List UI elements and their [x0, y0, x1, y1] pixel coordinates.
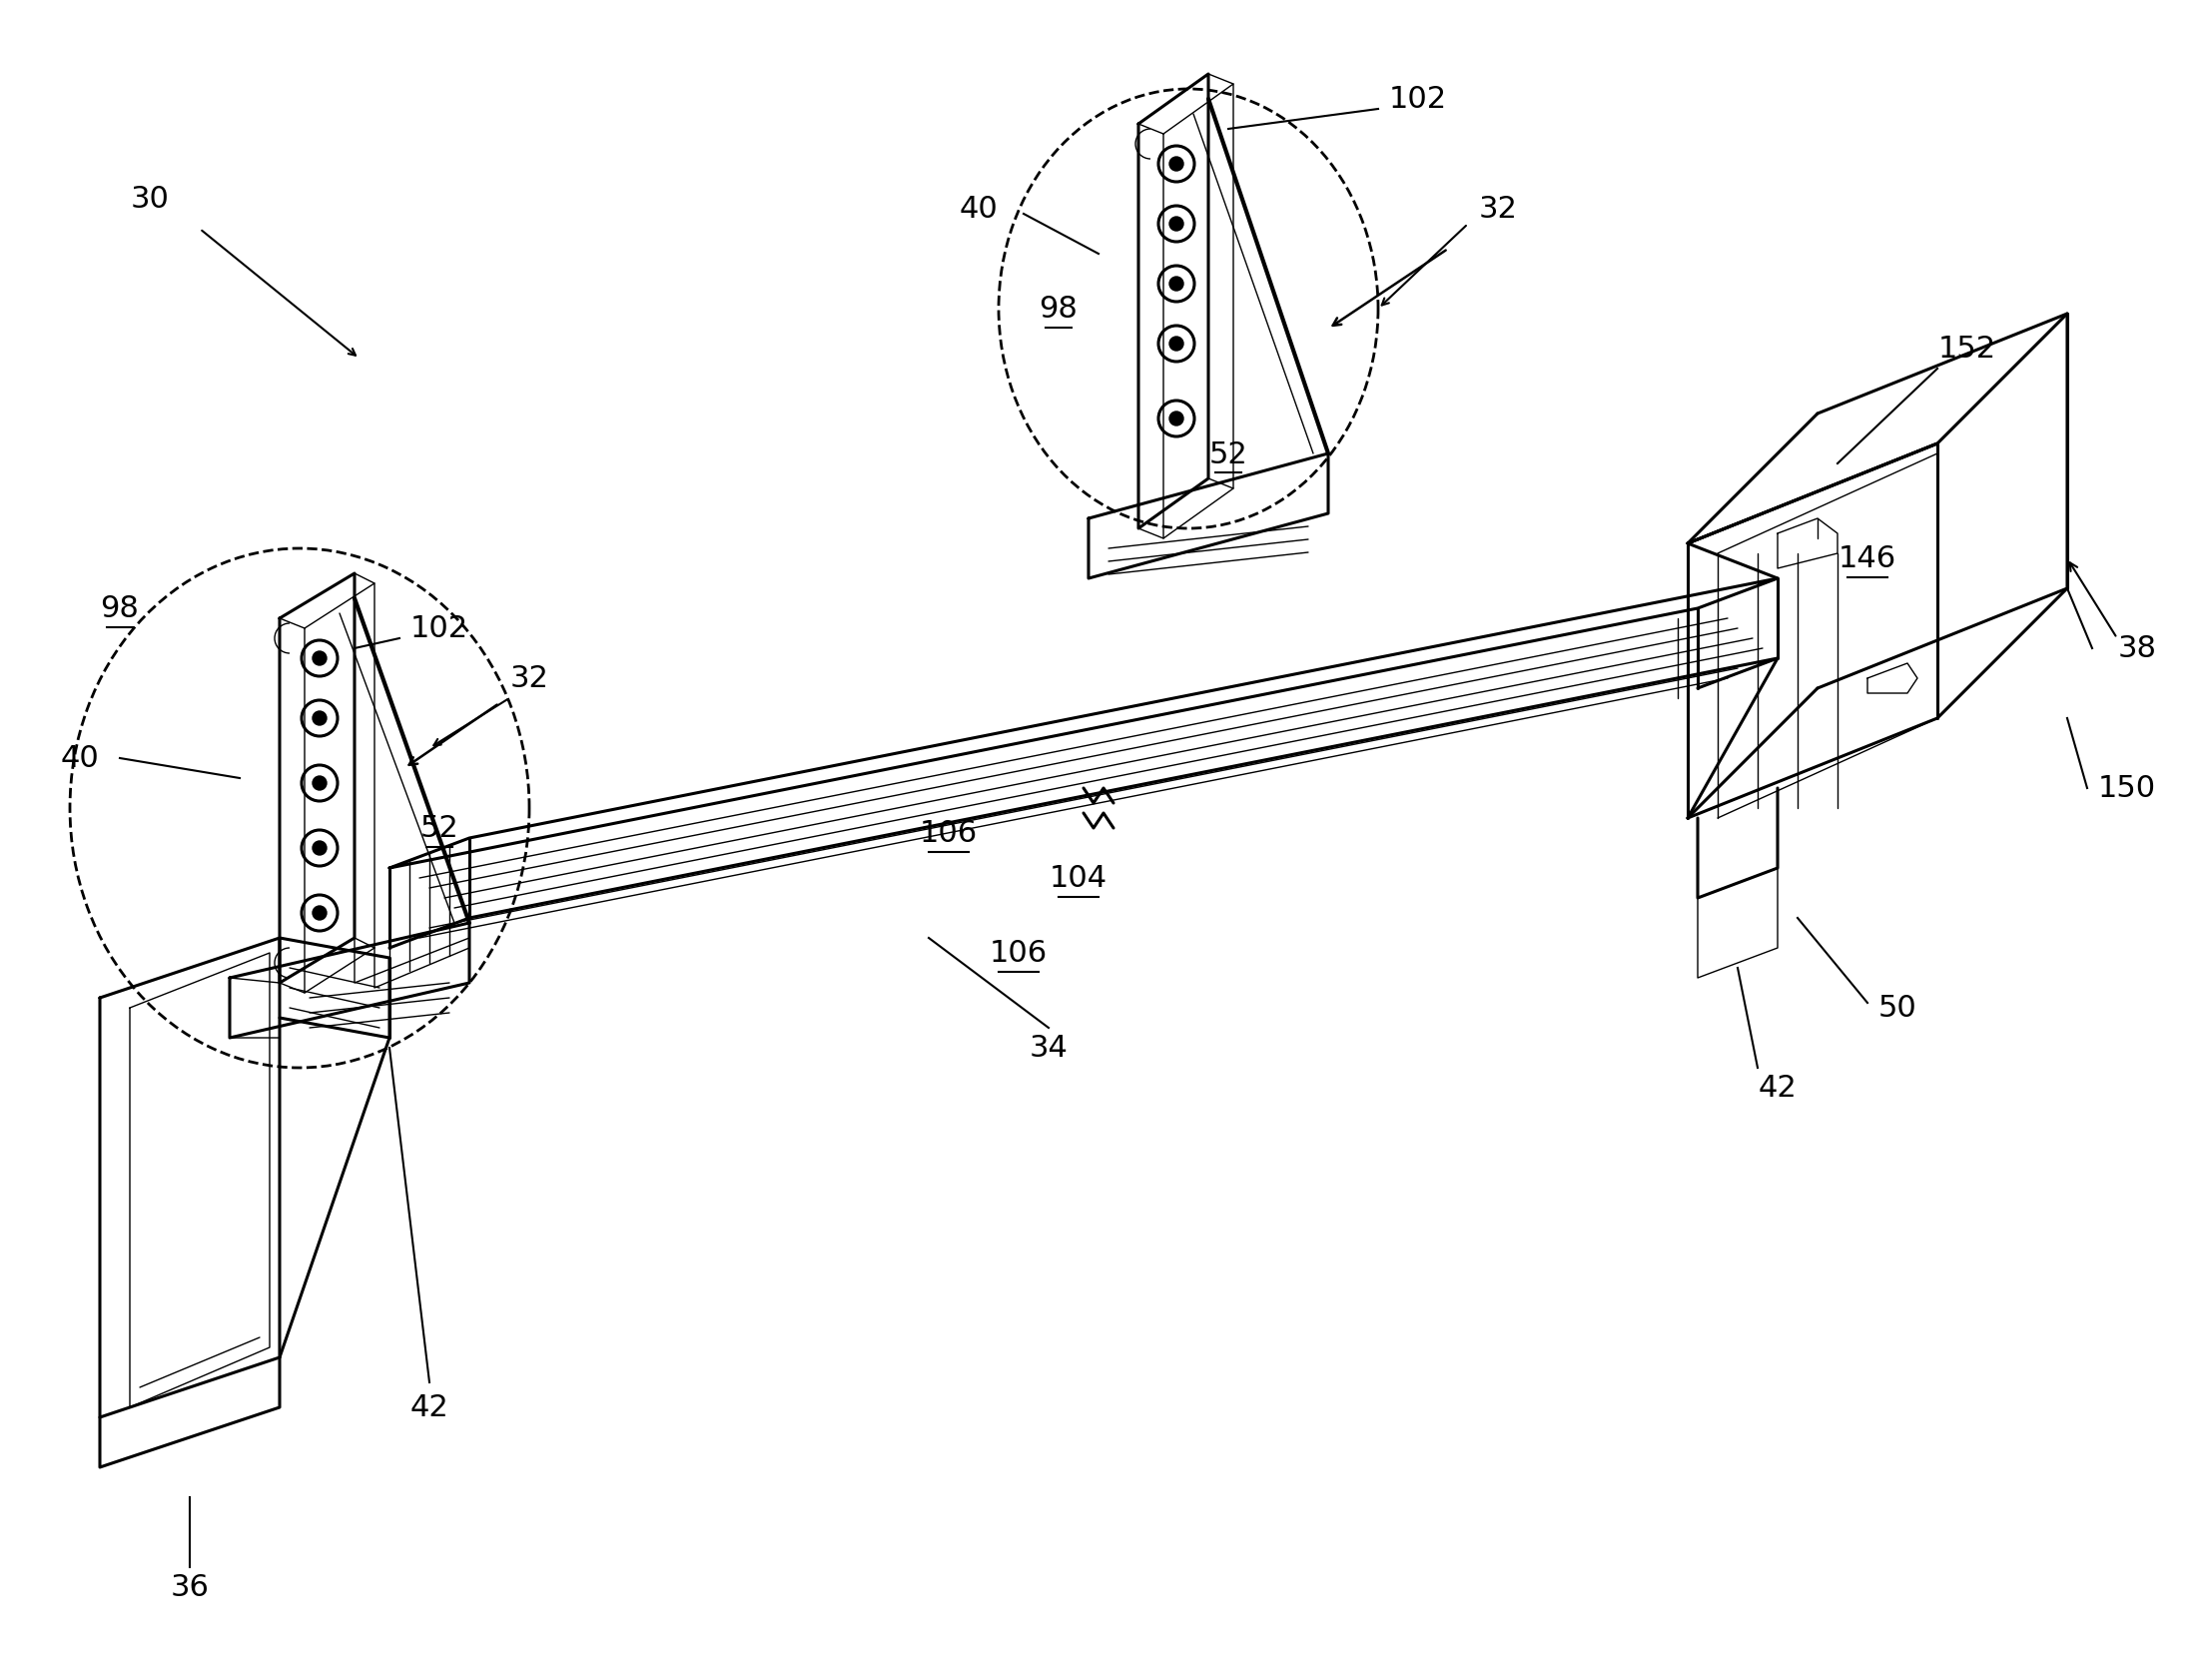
Text: 52: 52 [420, 814, 458, 842]
Text: 30: 30 [131, 185, 168, 215]
Circle shape [312, 651, 327, 666]
Circle shape [1170, 337, 1183, 351]
Text: 36: 36 [170, 1572, 210, 1601]
Text: 42: 42 [409, 1393, 449, 1421]
Text: 102: 102 [411, 614, 469, 643]
Circle shape [1170, 218, 1183, 232]
Text: 106: 106 [920, 819, 978, 847]
Text: 106: 106 [989, 938, 1048, 968]
Text: 40: 40 [60, 743, 100, 774]
Text: 104: 104 [1048, 864, 1108, 893]
Text: 40: 40 [960, 195, 998, 225]
Circle shape [1170, 158, 1183, 171]
Text: 146: 146 [1838, 545, 1896, 574]
Text: 152: 152 [1938, 336, 1997, 364]
Circle shape [1170, 413, 1183, 426]
Text: 50: 50 [1878, 993, 1918, 1022]
Circle shape [312, 841, 327, 856]
Text: 52: 52 [1210, 440, 1248, 468]
Circle shape [312, 906, 327, 920]
Text: 98: 98 [1040, 295, 1077, 324]
Text: 98: 98 [100, 594, 139, 624]
Text: 34: 34 [1029, 1034, 1068, 1062]
Circle shape [1170, 277, 1183, 292]
Text: 150: 150 [2099, 774, 2157, 804]
Text: 102: 102 [1389, 86, 1447, 114]
Circle shape [312, 777, 327, 790]
Text: 32: 32 [511, 664, 549, 693]
Text: 38: 38 [2117, 634, 2157, 663]
Text: 32: 32 [1478, 195, 1517, 225]
Text: 42: 42 [1759, 1074, 1796, 1102]
Circle shape [312, 711, 327, 725]
